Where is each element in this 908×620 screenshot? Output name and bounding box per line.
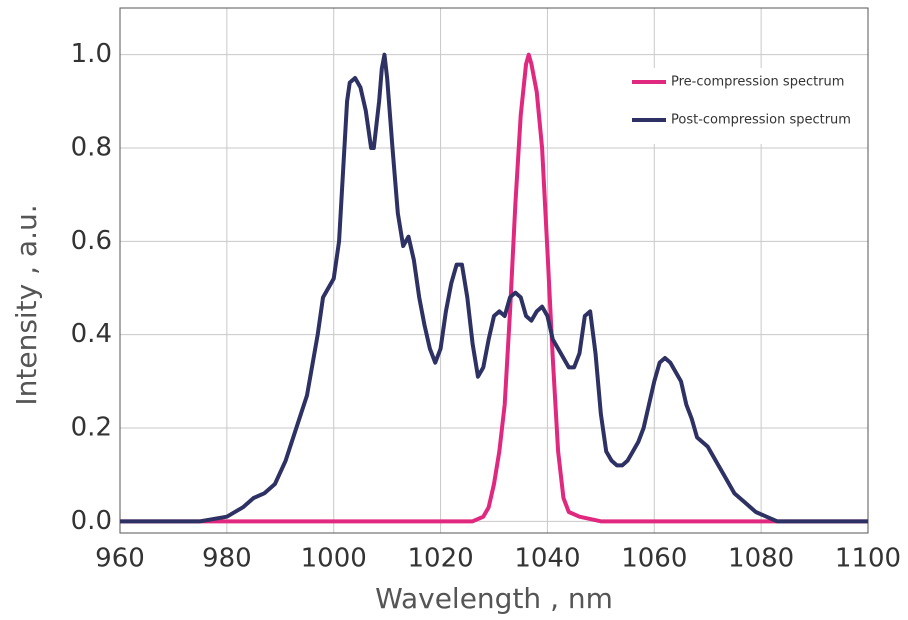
legend-label: Pre-compression spectrum (671, 75, 844, 90)
x-tick-label: 980 (202, 544, 252, 574)
x-tick-label: 1020 (407, 544, 473, 574)
x-axis-label: Wavelength , nm (375, 582, 613, 615)
series-line (120, 52, 868, 524)
y-tick-label: 1.0 (71, 39, 112, 69)
x-tick-label: 1040 (514, 544, 580, 574)
x-tick-label: 1000 (301, 544, 367, 574)
series-line (120, 52, 868, 524)
y-tick-label: 0.8 (71, 133, 112, 163)
y-axis-label: Intensity , a.u. (10, 204, 43, 405)
x-tick-label: 1100 (835, 544, 901, 574)
x-tick-label: 1080 (728, 544, 794, 574)
plot-frame (119, 7, 869, 534)
y-tick-label: 0.6 (71, 226, 112, 256)
y-tick-label: 0.2 (71, 413, 112, 443)
x-tick-label: 1060 (621, 544, 687, 574)
x-tick-label: 960 (95, 544, 145, 574)
y-tick-label: 0.4 (71, 319, 112, 349)
y-tick-label: 0.0 (71, 506, 112, 536)
legend-label: Post-compression spectrum (671, 113, 851, 128)
